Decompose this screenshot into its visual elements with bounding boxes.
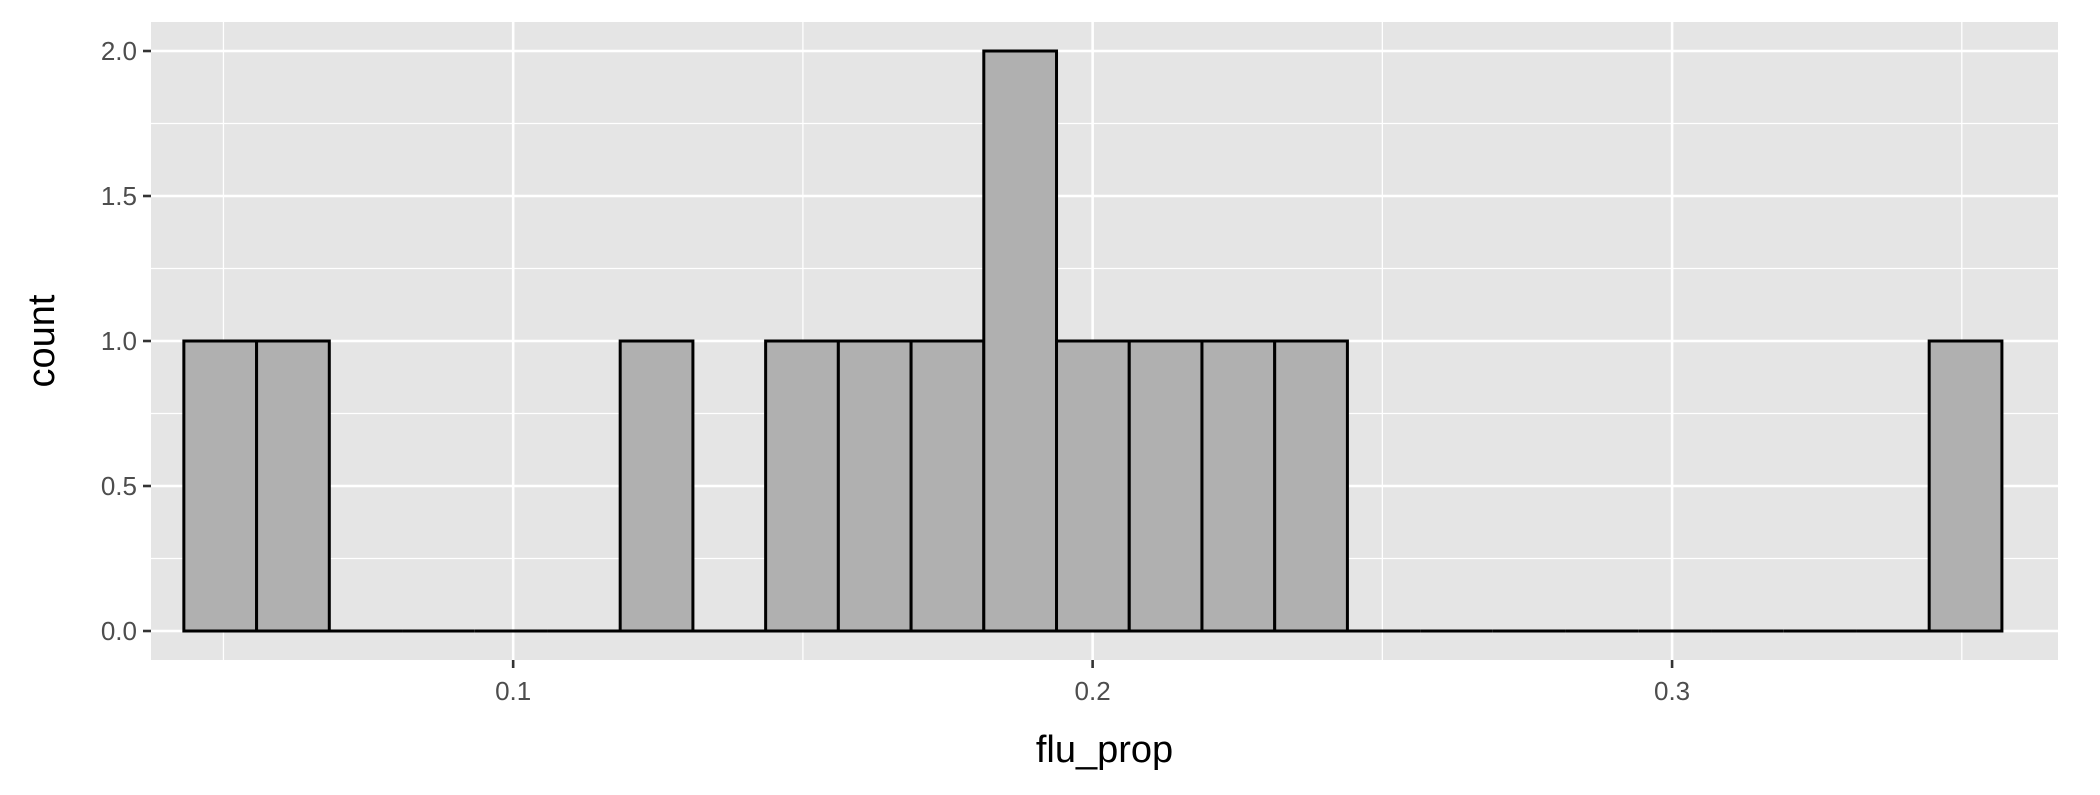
histogram-bar <box>618 339 695 633</box>
y-tick-label: 1.0 <box>101 326 137 356</box>
histogram-bar <box>1273 339 1349 633</box>
x-tick-label: 0.1 <box>495 676 531 706</box>
x-tick-label: 0.3 <box>1654 676 1690 706</box>
x-axis: 0.1 0.2 0.3 <box>495 660 1690 706</box>
y-tick-label: 2.0 <box>101 36 137 66</box>
y-axis: 0.0 0.5 1.0 1.5 2.0 <box>101 36 151 646</box>
histogram-bar <box>1055 339 1131 633</box>
histogram-bar <box>764 339 840 633</box>
x-axis-title: flu_prop <box>1036 729 1173 771</box>
histogram-bar <box>182 339 259 633</box>
y-tick-label: 0.5 <box>101 471 137 501</box>
histogram-bar <box>909 339 986 633</box>
histogram-bar <box>1127 339 1204 633</box>
histogram-bar <box>836 339 913 633</box>
y-axis-title: count <box>21 294 63 387</box>
histogram-bar <box>1927 339 2004 633</box>
x-tick-label: 0.2 <box>1075 676 1111 706</box>
histogram-bar <box>1200 339 1277 633</box>
histogram-bar <box>982 49 1059 633</box>
histogram-bars <box>182 49 2004 633</box>
y-tick-label: 1.5 <box>101 181 137 211</box>
histogram-bar <box>255 339 331 633</box>
y-tick-label: 0.0 <box>101 616 137 646</box>
